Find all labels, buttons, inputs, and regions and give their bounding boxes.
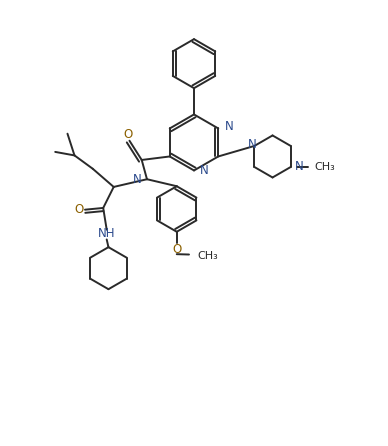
Text: CH₃: CH₃ (314, 162, 335, 172)
Text: N: N (225, 120, 233, 133)
Text: N: N (133, 173, 142, 186)
Text: N: N (200, 164, 209, 177)
Text: N: N (248, 138, 257, 151)
Text: NH: NH (98, 227, 116, 240)
Text: O: O (74, 203, 83, 216)
Text: O: O (123, 128, 132, 141)
Text: O: O (172, 243, 181, 256)
Text: CH₃: CH₃ (198, 251, 218, 261)
Text: N: N (295, 161, 304, 173)
